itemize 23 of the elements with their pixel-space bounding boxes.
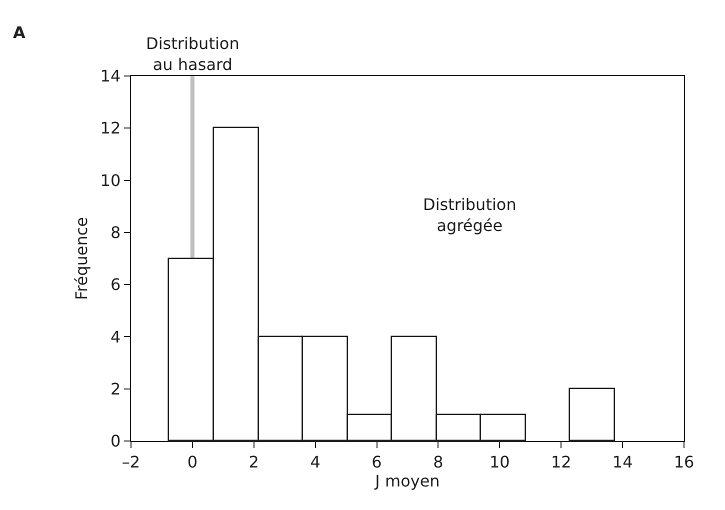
text: A [13,23,26,42]
x-axis-title: J moyen [374,471,440,490]
y-tick-label: 8 [110,223,121,242]
x-tick-label: 16 [674,452,694,472]
y-tick-label: 10 [100,170,121,190]
y-tick-label: 14 [100,66,121,86]
y-axis-title: Fréquence [72,216,92,300]
y-tick-label: 2 [110,379,121,398]
y-tick-label: 0 [110,432,121,451]
ref-line-label: Distribution au hasard [146,34,240,74]
x-tick-label: 6 [372,452,382,472]
x-tick-label: 10 [489,452,510,472]
x-tick-label: 14 [612,452,633,472]
y-tick-label: 12 [100,118,121,138]
x-tick-label: 4 [310,452,320,472]
y-tick-label: 6 [110,275,121,294]
x-tick-label: –2 [122,452,140,472]
annotation: Distribution agrégée [423,195,516,235]
x-tick-label: 0 [187,452,198,472]
y-tick-label: 4 [110,327,121,346]
x-tick-label: 12 [550,452,572,472]
x-tick-label: 2 [248,452,259,472]
x-tick-label: 8 [433,452,444,472]
